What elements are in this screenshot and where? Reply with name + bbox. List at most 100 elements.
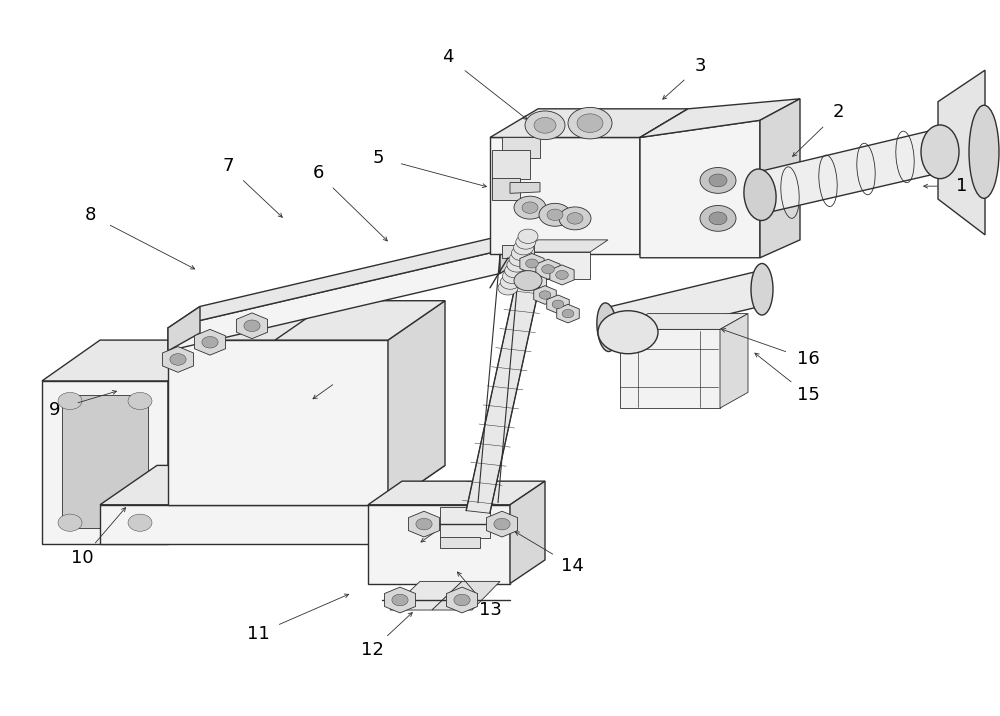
Polygon shape [168, 340, 388, 505]
Circle shape [511, 246, 531, 261]
Text: 9: 9 [49, 400, 61, 419]
Circle shape [567, 213, 583, 224]
Circle shape [502, 269, 522, 284]
Polygon shape [534, 286, 556, 304]
Polygon shape [62, 395, 148, 528]
Text: 7: 7 [222, 157, 234, 175]
Circle shape [416, 518, 432, 530]
Text: 5: 5 [372, 148, 384, 167]
Polygon shape [520, 252, 590, 279]
Polygon shape [492, 178, 520, 200]
Circle shape [128, 514, 152, 531]
Circle shape [577, 114, 603, 132]
Polygon shape [466, 281, 540, 513]
Polygon shape [100, 505, 388, 544]
Polygon shape [502, 137, 540, 158]
Ellipse shape [597, 303, 617, 352]
Polygon shape [486, 511, 518, 537]
Polygon shape [550, 265, 574, 285]
Polygon shape [490, 109, 688, 137]
Ellipse shape [751, 263, 773, 315]
Circle shape [244, 320, 260, 332]
Text: 2: 2 [832, 103, 844, 122]
Polygon shape [388, 301, 445, 505]
Circle shape [542, 265, 554, 274]
Polygon shape [492, 150, 530, 179]
Polygon shape [100, 465, 445, 505]
Circle shape [58, 392, 82, 410]
Polygon shape [557, 304, 579, 323]
Circle shape [547, 209, 563, 221]
Circle shape [598, 311, 658, 354]
Circle shape [539, 291, 551, 299]
Circle shape [539, 203, 571, 226]
Polygon shape [390, 581, 462, 610]
Polygon shape [536, 259, 560, 279]
Circle shape [700, 168, 736, 193]
Polygon shape [640, 99, 800, 137]
Polygon shape [758, 129, 938, 215]
Circle shape [709, 212, 727, 225]
Polygon shape [168, 229, 530, 328]
Circle shape [514, 196, 546, 219]
Polygon shape [640, 120, 760, 258]
Polygon shape [720, 314, 748, 408]
Polygon shape [620, 314, 748, 329]
Circle shape [700, 205, 736, 231]
Circle shape [556, 271, 568, 279]
Polygon shape [368, 481, 545, 505]
Circle shape [568, 107, 612, 139]
Circle shape [507, 258, 527, 272]
Polygon shape [510, 274, 546, 288]
Circle shape [522, 202, 538, 213]
Circle shape [500, 275, 520, 289]
Polygon shape [384, 587, 416, 613]
Polygon shape [368, 505, 510, 584]
Polygon shape [502, 245, 534, 258]
Circle shape [58, 514, 82, 531]
Circle shape [559, 207, 591, 230]
Polygon shape [510, 183, 540, 193]
Circle shape [170, 354, 186, 365]
Polygon shape [605, 271, 760, 344]
Polygon shape [440, 507, 490, 538]
Circle shape [516, 235, 536, 249]
Text: 15: 15 [797, 386, 819, 405]
Circle shape [562, 309, 574, 318]
Polygon shape [520, 253, 544, 274]
Ellipse shape [744, 169, 776, 221]
Polygon shape [168, 301, 445, 340]
Circle shape [128, 392, 152, 410]
Polygon shape [194, 329, 226, 355]
Polygon shape [938, 70, 985, 235]
Circle shape [505, 263, 525, 278]
Text: 8: 8 [84, 205, 96, 224]
Polygon shape [432, 581, 500, 610]
Polygon shape [236, 313, 268, 339]
Text: 3: 3 [694, 57, 706, 75]
Text: 12: 12 [361, 641, 383, 659]
Circle shape [534, 117, 556, 133]
Text: 14: 14 [561, 556, 583, 575]
Polygon shape [510, 481, 545, 584]
Circle shape [494, 518, 510, 530]
Text: 10: 10 [71, 549, 93, 568]
Text: 4: 4 [442, 48, 454, 67]
Polygon shape [640, 109, 688, 254]
Circle shape [498, 281, 518, 295]
Polygon shape [168, 306, 200, 351]
Polygon shape [547, 295, 569, 314]
Polygon shape [490, 137, 640, 254]
Circle shape [392, 594, 408, 606]
Polygon shape [168, 340, 225, 544]
Polygon shape [168, 251, 500, 351]
Circle shape [514, 271, 542, 291]
Polygon shape [275, 301, 445, 340]
Ellipse shape [921, 125, 959, 179]
Circle shape [514, 241, 534, 255]
Polygon shape [620, 329, 720, 408]
Polygon shape [446, 587, 478, 613]
Text: 6: 6 [312, 164, 324, 183]
Circle shape [709, 174, 727, 187]
Polygon shape [408, 511, 440, 537]
